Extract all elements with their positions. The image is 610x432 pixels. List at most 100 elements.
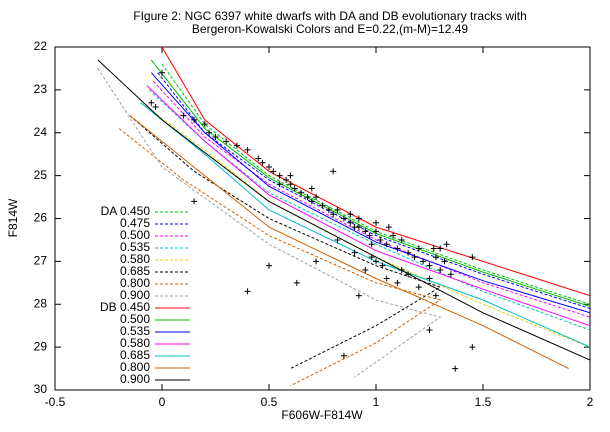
data-point bbox=[355, 292, 362, 299]
legend-label: 0.535 bbox=[120, 240, 150, 254]
data-point bbox=[206, 129, 213, 136]
data-point bbox=[415, 245, 422, 252]
data-point bbox=[270, 168, 277, 175]
legend-label: 0.535 bbox=[120, 324, 150, 338]
y-tick-label: 27 bbox=[34, 254, 48, 268]
data-point bbox=[398, 266, 405, 273]
x-tick-label: -0.5 bbox=[45, 395, 66, 409]
data-point bbox=[405, 249, 412, 256]
data-point bbox=[437, 245, 444, 252]
data-point bbox=[330, 211, 337, 218]
x-tick-label: 2 bbox=[587, 395, 594, 409]
data-point bbox=[334, 236, 341, 243]
legend-label: 0.580 bbox=[120, 336, 150, 350]
legend-label: DA 0.450 bbox=[101, 204, 151, 218]
data-point bbox=[276, 172, 283, 179]
data-point bbox=[293, 279, 300, 286]
data-point bbox=[405, 271, 412, 278]
data-point bbox=[362, 266, 369, 273]
legend-label: 0.580 bbox=[120, 252, 150, 266]
legend-label: 0.685 bbox=[120, 264, 150, 278]
data-point bbox=[373, 228, 379, 235]
data-point bbox=[426, 275, 433, 282]
data-point bbox=[159, 69, 165, 76]
data-point bbox=[368, 241, 375, 248]
data-point bbox=[347, 219, 354, 226]
track-line bbox=[153, 80, 590, 318]
track-line bbox=[140, 102, 590, 348]
data-point bbox=[394, 245, 401, 252]
track-line bbox=[157, 72, 590, 309]
data-point bbox=[244, 146, 251, 153]
data-point bbox=[362, 228, 369, 235]
data-point bbox=[432, 254, 439, 261]
track-line bbox=[129, 115, 442, 370]
data-point bbox=[340, 352, 347, 359]
data-point bbox=[351, 249, 358, 256]
track-line bbox=[161, 63, 590, 305]
y-tick-label: 28 bbox=[34, 296, 48, 310]
data-point bbox=[373, 219, 379, 226]
data-point bbox=[340, 215, 347, 222]
data-point bbox=[385, 224, 392, 231]
data-point bbox=[437, 266, 444, 273]
legend-label: 0.800 bbox=[120, 360, 150, 374]
data-point bbox=[383, 275, 390, 282]
legend-label: DB 0.450 bbox=[100, 300, 150, 314]
data-point bbox=[148, 99, 155, 106]
data-point bbox=[201, 121, 208, 128]
data-point bbox=[233, 142, 240, 149]
data-point bbox=[276, 181, 283, 188]
data-point bbox=[313, 258, 320, 265]
data-point bbox=[298, 189, 305, 196]
data-point bbox=[430, 245, 437, 252]
legend-label: 0.800 bbox=[120, 276, 150, 290]
data-point bbox=[191, 116, 198, 123]
y-tick-label: 29 bbox=[34, 339, 48, 353]
data-point bbox=[287, 181, 294, 188]
data-point bbox=[191, 198, 198, 205]
data-point bbox=[223, 138, 230, 145]
x-tick-label: 1 bbox=[373, 395, 380, 409]
data-point bbox=[420, 258, 427, 265]
legend-label: 0.500 bbox=[120, 228, 150, 242]
data-point bbox=[283, 176, 290, 183]
data-point bbox=[319, 202, 326, 209]
data-point bbox=[447, 271, 454, 278]
data-point bbox=[325, 206, 332, 213]
data-point bbox=[152, 104, 159, 111]
track-line bbox=[129, 115, 569, 370]
x-tick-label: 0 bbox=[159, 395, 166, 409]
data-point bbox=[469, 254, 476, 261]
data-point bbox=[426, 262, 433, 269]
y-axis-label: F814W bbox=[6, 198, 20, 237]
track-line bbox=[150, 72, 590, 314]
data-point bbox=[180, 112, 187, 119]
y-tick-label: 23 bbox=[34, 82, 48, 96]
x-tick-label: 1.5 bbox=[475, 395, 492, 409]
data-point bbox=[355, 215, 362, 222]
y-tick-label: 22 bbox=[34, 39, 48, 53]
data-point bbox=[432, 292, 439, 299]
chart-title: FIgure 2: NGC 6397 white dwarfs with DA … bbox=[133, 9, 527, 23]
y-tick-label: 30 bbox=[34, 382, 48, 396]
data-point bbox=[366, 232, 373, 239]
data-point bbox=[383, 241, 390, 248]
data-point bbox=[452, 365, 459, 372]
track-line bbox=[146, 85, 590, 327]
legend-label: 0.900 bbox=[120, 288, 150, 302]
data-point bbox=[377, 236, 384, 243]
data-point bbox=[244, 288, 251, 295]
legend-label: 0.475 bbox=[120, 216, 150, 230]
data-point bbox=[255, 155, 262, 162]
data-point bbox=[347, 211, 354, 218]
y-tick-label: 26 bbox=[34, 211, 48, 225]
chart-title: Bergeron-Kowalski Colors and E=0.22,(m-M… bbox=[192, 22, 468, 36]
data-point bbox=[266, 262, 272, 269]
data-point bbox=[355, 224, 362, 231]
track-line bbox=[161, 47, 590, 297]
track-line bbox=[150, 59, 590, 307]
data-point bbox=[426, 326, 433, 333]
data-point bbox=[334, 206, 341, 213]
